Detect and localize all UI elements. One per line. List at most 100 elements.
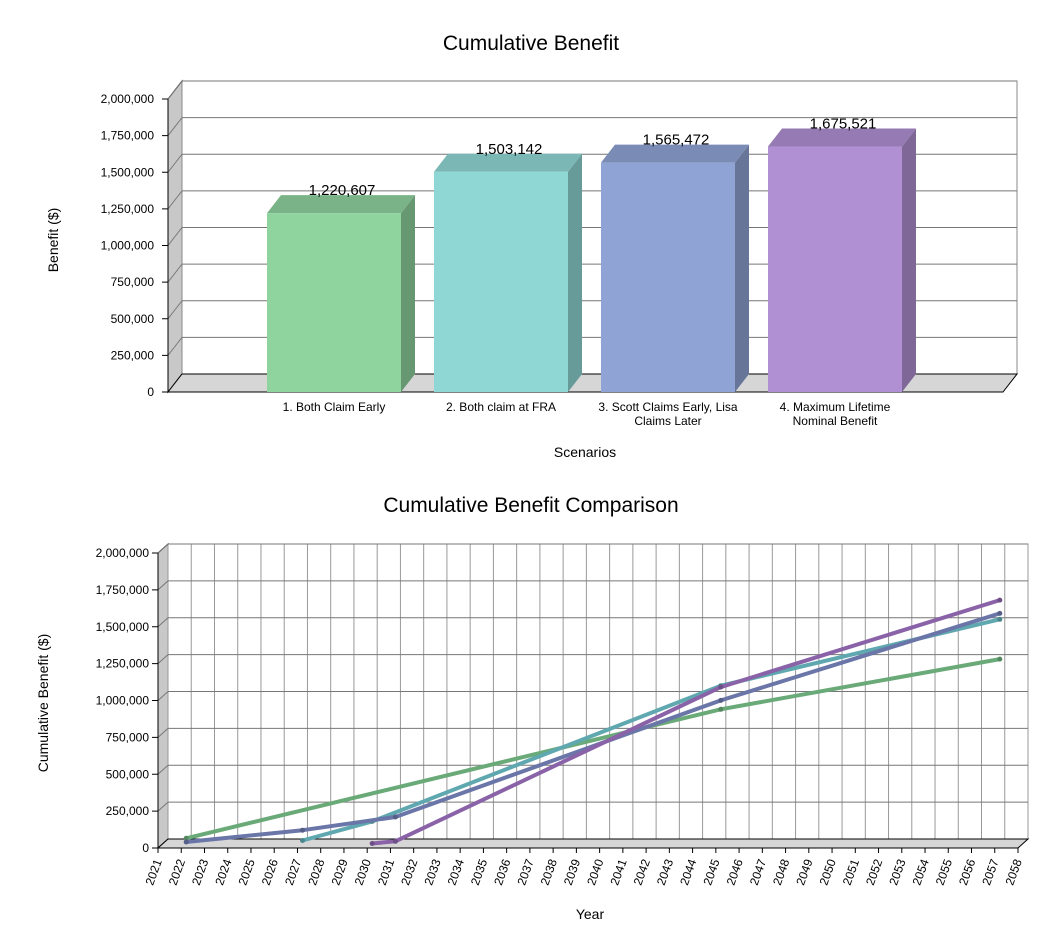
line-chart-x-tick-label: 2030 [352, 857, 374, 887]
bar-side [735, 144, 749, 392]
bar-value-label: 1,503,142 [476, 141, 543, 158]
line-chart-hgridline-side [157, 543, 169, 554]
bar-chart: Cumulative Benefit Benefit ($) Scenarios… [45, 32, 1019, 460]
bar-front [267, 213, 401, 392]
line-chart-hgridline-side [157, 580, 169, 591]
line-series-4 [370, 598, 1002, 846]
line-chart-y-axis-title: Cumulative Benefit ($) [35, 634, 51, 773]
bar-top [768, 128, 916, 147]
line-chart-x-tick-label: 2055 [933, 857, 955, 887]
bar-chart-category-label: 4. Maximum Lifetime Nominal Benefit [780, 400, 891, 428]
bar-side [568, 153, 582, 392]
line-chart-x-tick-label: 2051 [840, 857, 862, 887]
bar-value-label: 1,565,472 [643, 132, 710, 149]
line-chart: Cumulative Benefit Comparison Cumulative… [35, 494, 1030, 922]
bar-chart-category-label: 1. Both Claim Early [283, 400, 386, 414]
bar-chart-y-tick-label: 500,000 [111, 312, 155, 326]
line-chart-x-tick-label: 2047 [747, 857, 769, 887]
bar-chart-y-tick-label: 1,500,000 [101, 165, 155, 179]
line-chart-x-tick-label: 2041 [607, 857, 629, 887]
line-chart-x-tick-label: 2023 [189, 857, 211, 887]
bar-top [267, 195, 415, 214]
line-chart-x-tick-label: 2046 [724, 857, 746, 887]
line-chart-series [183, 597, 1003, 846]
bar-chart-x-axis-title: Scenarios [554, 444, 616, 460]
line-series-2-point [997, 616, 1003, 622]
bar-chart-y-axis-title: Benefit ($) [45, 208, 61, 273]
bar-chart-category-label: 2. Both claim at FRA [446, 400, 556, 414]
bar-chart-y-tick-label: 250,000 [111, 348, 155, 362]
line-chart-hgridline-side [157, 654, 169, 664]
bar-chart-y-tick-label: 750,000 [111, 275, 155, 289]
bar-chart-categories: 1. Both Claim Early 2. Both claim at FRA 3… [283, 400, 891, 428]
bar-side [401, 195, 415, 392]
bar: 1,675,521 [768, 116, 916, 392]
line-chart-x-tick-label: 2045 [700, 857, 722, 887]
bar-chart-gridline-side [167, 153, 183, 173]
bar-chart-title: Cumulative Benefit [443, 32, 619, 55]
bar-chart-bars: 1,220,607 1,503,142 1,565,472 1,675,521 [267, 116, 916, 392]
line-chart-x-tick-label: 2054 [910, 857, 932, 887]
line-chart-x-tick-label: 2039 [561, 857, 583, 887]
line-chart-x-tick-label: 2035 [468, 857, 490, 887]
bar: 1,565,472 [601, 132, 749, 392]
line-series-4-point [718, 684, 724, 690]
bar-side [902, 128, 916, 392]
bar-chart-category-label: 3. Scott Claims Early, Lisa Claims Later [598, 400, 737, 428]
line-chart-floor [156, 838, 1030, 849]
bar-chart-category-line: 2. Both claim at FRA [446, 400, 556, 414]
line-chart-x-axis-title: Year [576, 906, 605, 922]
bar-chart-category-line: 3. Scott Claims Early, Lisa [598, 400, 737, 414]
line-chart-x-tick-label: 2033 [421, 857, 443, 887]
line-chart-hgridline-side [157, 728, 169, 738]
bar-chart-gridline-side [167, 300, 183, 320]
line-chart-hgridline-side [157, 617, 169, 628]
line-series-4-point [997, 597, 1003, 603]
line-chart-x-tick-label: 2032 [398, 857, 420, 887]
line-chart-x-tick-label: 2036 [491, 857, 513, 887]
bar-chart-y-tick-label: 2,000,000 [101, 92, 155, 106]
line-chart-x-tick-label: 2024 [212, 857, 234, 887]
line-chart-x-tick-label: 2037 [514, 857, 536, 887]
bar-chart-y-tick-label: 1,000,000 [101, 239, 155, 253]
bar-value-label: 1,220,607 [309, 182, 376, 199]
bar-chart-category-line: 4. Maximum Lifetime [780, 400, 891, 414]
line-chart-x-tick-label: 2021 [143, 857, 165, 887]
line-chart-x-tick-label: 2057 [979, 857, 1001, 887]
bar: 1,503,142 [434, 141, 582, 392]
bar-front [434, 171, 568, 392]
line-series-2 [300, 617, 1002, 843]
line-chart-x-tick-label: 2034 [445, 857, 467, 887]
line-chart-hgridline-side [157, 764, 169, 775]
line-chart-x-tick-label: 2053 [886, 857, 908, 887]
bar-chart-y-tick-label: 1,250,000 [101, 202, 155, 216]
line-chart-y-tick-label: 1,750,000 [96, 583, 150, 597]
line-chart-x-tick-label: 2042 [631, 857, 653, 887]
line-chart-x-tick-label: 2022 [166, 857, 188, 887]
line-series-3-point [392, 814, 398, 820]
line-chart-x-tick-label: 2049 [793, 857, 815, 887]
line-chart-x-ticks: 2021 2022 2023 2024 2025 2026 2027 2028 2029 2030… [143, 848, 1025, 887]
bar: 1,220,607 [267, 182, 415, 392]
bar-chart-y-tick-label: 1,750,000 [101, 129, 155, 143]
bar-chart-category-line: Claims Later [634, 414, 701, 428]
line-chart-x-tick-label: 2031 [375, 857, 397, 887]
line-chart-x-tick-label: 2038 [538, 857, 560, 887]
line-chart-frame [156, 542, 1030, 850]
line-chart-x-tick-label: 2028 [305, 857, 327, 887]
line-chart-y-tick-label: 1,000,000 [96, 694, 150, 708]
bar-chart-gridline-side [167, 263, 183, 283]
line-chart-title: Cumulative Benefit Comparison [383, 494, 678, 517]
line-chart-y-tick-label: 0 [142, 841, 149, 855]
bar-top [434, 153, 582, 172]
line-chart-x-tick-label: 2027 [282, 857, 304, 887]
line-chart-y-tick-label: 750,000 [106, 730, 150, 744]
bar-chart-gridline-side [167, 337, 183, 356]
line-chart-x-tick-label: 2058 [1003, 857, 1025, 887]
line-chart-x-tick-label: 2048 [770, 857, 792, 887]
line-series-4-point [392, 838, 398, 844]
bar-chart-y-tick-label: 0 [147, 385, 154, 399]
line-series-3-point [997, 610, 1003, 616]
line-series-1-point [718, 706, 724, 712]
bar-chart-gridline-side [167, 80, 183, 100]
